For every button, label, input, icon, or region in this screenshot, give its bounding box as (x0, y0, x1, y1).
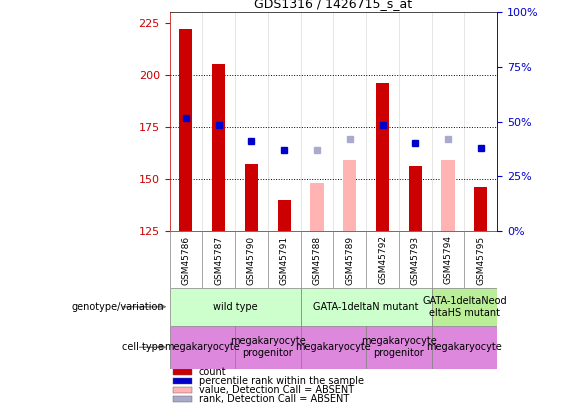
Bar (212, 64, 225, 231)
Bar (173, 369, 193, 375)
Text: rank, Detection Call = ABSENT: rank, Detection Call = ABSENT (199, 394, 349, 404)
Title: GDS1316 / 1426715_s_at: GDS1316 / 1426715_s_at (254, 0, 412, 10)
Text: megakaryocyte: megakaryocyte (427, 342, 502, 352)
Bar (170, 326, 235, 369)
Text: GSM45786: GSM45786 (181, 235, 190, 284)
Bar (310, 183, 324, 231)
Bar (366, 326, 432, 369)
Text: megakaryocyte: megakaryocyte (164, 342, 240, 352)
Text: GSM45793: GSM45793 (411, 235, 420, 284)
Text: genotype/variation: genotype/variation (71, 302, 164, 312)
Bar (408, 166, 422, 231)
Bar (235, 326, 301, 369)
Text: cell type: cell type (122, 342, 164, 352)
Text: GSM45789: GSM45789 (345, 235, 354, 284)
Text: GSM45790: GSM45790 (247, 235, 256, 284)
Text: GSM45788: GSM45788 (312, 235, 321, 284)
Bar (173, 377, 193, 384)
Bar (173, 396, 193, 403)
Text: wild type: wild type (213, 302, 257, 312)
Text: GSM45794: GSM45794 (444, 235, 453, 284)
Bar (376, 83, 389, 231)
Text: GSM45792: GSM45792 (378, 235, 387, 284)
Text: value, Detection Call = ABSENT: value, Detection Call = ABSENT (199, 385, 354, 395)
Text: percentile rank within the sample: percentile rank within the sample (199, 376, 364, 386)
Text: GSM45787: GSM45787 (214, 235, 223, 284)
Bar (277, 200, 291, 231)
Bar (173, 387, 193, 393)
Text: megakaryocyte
progenitor: megakaryocyte progenitor (361, 337, 437, 358)
Text: megakaryocyte: megakaryocyte (295, 342, 371, 352)
Bar (441, 160, 455, 231)
Bar (245, 164, 258, 231)
Bar (179, 29, 193, 231)
Text: GATA-1deltaN mutant: GATA-1deltaN mutant (314, 302, 419, 312)
Text: GSM45795: GSM45795 (476, 235, 485, 284)
Text: megakaryocyte
progenitor: megakaryocyte progenitor (230, 337, 306, 358)
Bar (432, 288, 497, 326)
Text: GSM45791: GSM45791 (280, 235, 289, 284)
Bar (170, 288, 301, 326)
Bar (432, 326, 497, 369)
Bar (301, 288, 432, 326)
Text: GATA-1deltaNeod
eltaHS mutant: GATA-1deltaNeod eltaHS mutant (422, 296, 507, 318)
Bar (474, 187, 488, 231)
Bar (301, 326, 366, 369)
Bar (343, 160, 357, 231)
Text: count: count (199, 367, 227, 377)
